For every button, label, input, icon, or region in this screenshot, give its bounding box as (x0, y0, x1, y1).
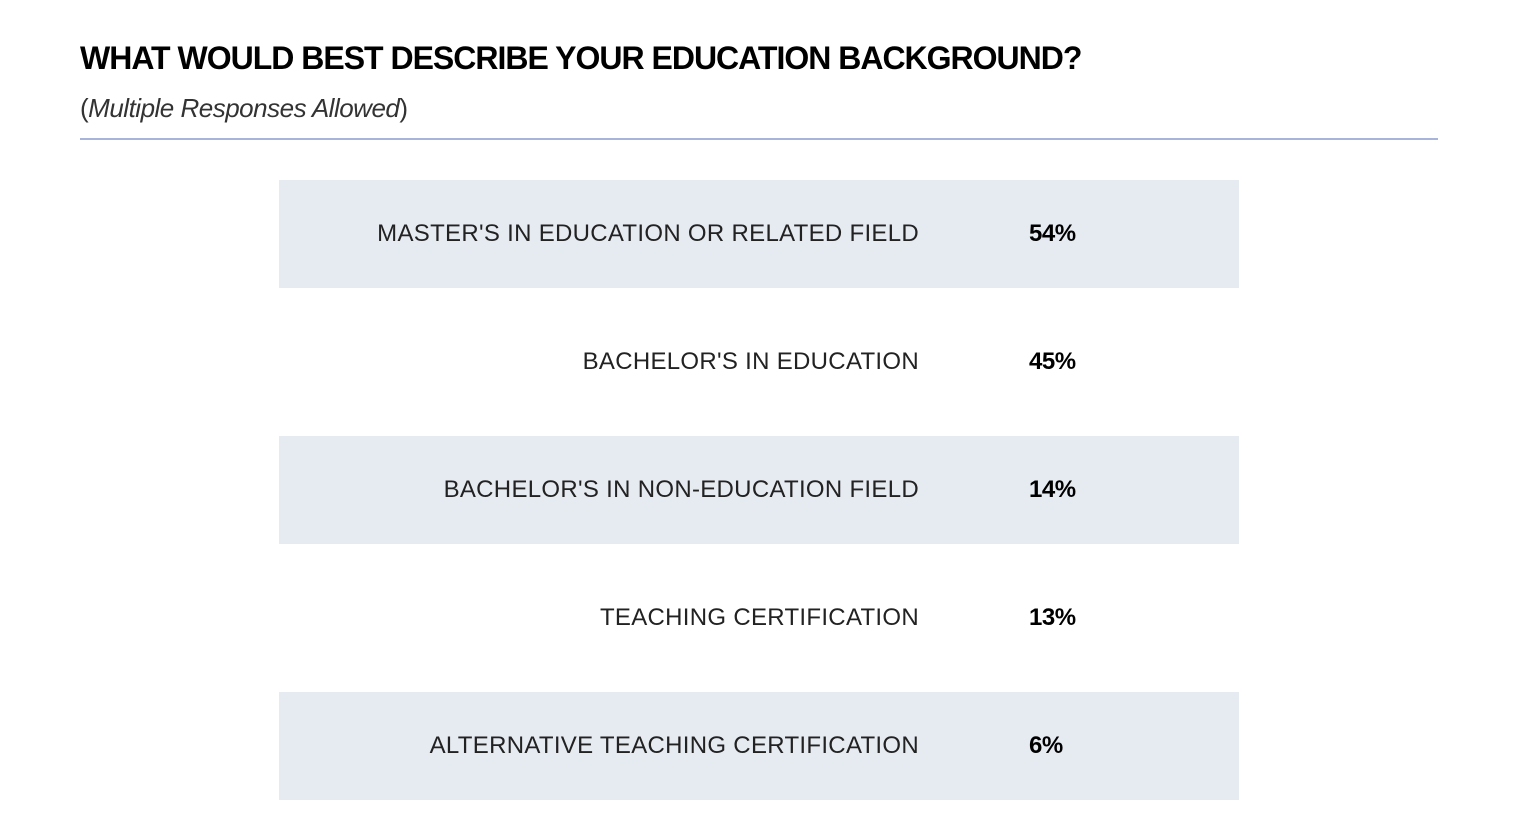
subtitle-prefix: ( (80, 93, 88, 123)
row-label: BACHELOR'S IN NON-EDUCATION FIELD (319, 476, 1029, 504)
chart-title: WHAT WOULD BEST DESCRIBE YOUR EDUCATION … (80, 40, 1438, 77)
row-value: 54% (1029, 220, 1139, 248)
table-row: BACHELOR'S IN EDUCATION 45% (279, 308, 1239, 416)
subtitle-suffix: ) (399, 93, 407, 123)
row-spacer (279, 288, 1239, 308)
row-label: TEACHING CERTIFICATION (319, 604, 1029, 632)
table-row: TEACHING CERTIFICATION 13% (279, 564, 1239, 672)
row-label: BACHELOR'S IN EDUCATION (319, 348, 1029, 376)
subtitle-inner: Multiple Responses Allowed (88, 93, 399, 123)
header-divider (80, 138, 1438, 140)
row-value: 45% (1029, 348, 1139, 376)
row-spacer (279, 416, 1239, 436)
chart-subtitle: (Multiple Responses Allowed) (80, 93, 1438, 124)
table-row: BACHELOR'S IN NON-EDUCATION FIELD 14% (279, 436, 1239, 544)
row-label: ALTERNATIVE TEACHING CERTIFICATION (319, 732, 1029, 760)
row-value: 13% (1029, 604, 1139, 632)
data-rows-container: MASTER'S IN EDUCATION OR RELATED FIELD 5… (279, 180, 1239, 800)
row-spacer (279, 672, 1239, 692)
row-value: 14% (1029, 476, 1139, 504)
row-value: 6% (1029, 732, 1139, 760)
row-spacer (279, 544, 1239, 564)
table-row: ALTERNATIVE TEACHING CERTIFICATION 6% (279, 692, 1239, 800)
table-row: MASTER'S IN EDUCATION OR RELATED FIELD 5… (279, 180, 1239, 288)
row-label: MASTER'S IN EDUCATION OR RELATED FIELD (319, 220, 1029, 248)
